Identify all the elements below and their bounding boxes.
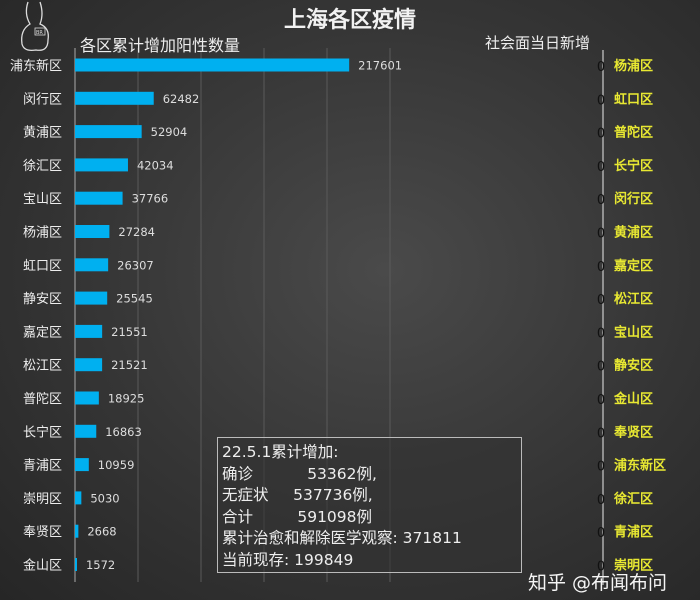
value-label: 0	[597, 493, 605, 508]
value-label: 0	[597, 526, 605, 541]
value-label: 5030	[90, 491, 119, 505]
value-label: 0	[597, 426, 605, 441]
category-label: 黄浦区	[614, 225, 653, 241]
category-label: 长宁区	[614, 158, 653, 174]
value-label: 26307	[117, 258, 154, 272]
category-label: 嘉定区	[613, 258, 653, 274]
right-chart-subtitle: 社会面当日新增	[485, 34, 591, 52]
category-label: 静安区	[23, 292, 62, 307]
value-label: 0	[597, 360, 605, 375]
summary-line: 当前现存: 199849	[222, 550, 354, 569]
category-label: 青浦区	[23, 459, 62, 474]
category-label: 浦东新区	[614, 458, 666, 474]
value-label: 21551	[111, 325, 148, 339]
bar	[75, 258, 109, 272]
category-label: 静安区	[614, 358, 653, 374]
bar	[75, 524, 79, 538]
bar	[75, 58, 350, 72]
summary-line: 累计治愈和解除医学观察: 371811	[222, 529, 462, 547]
value-label: 0	[597, 260, 605, 275]
value-label: 0	[597, 393, 605, 408]
category-label: 青浦区	[614, 524, 653, 540]
category-label: 虹口区	[23, 259, 62, 274]
summary-line: 22.5.1累计增加:	[222, 443, 339, 461]
value-label: 25545	[116, 292, 153, 306]
bar	[75, 225, 110, 238]
category-label: 闵行区	[23, 92, 62, 107]
category-label: 金山区	[23, 558, 62, 574]
logo-icon: BR	[21, 1, 49, 52]
category-label: 宝山区	[614, 324, 653, 340]
bar	[75, 558, 77, 571]
value-label: 0	[597, 460, 605, 475]
bar	[75, 125, 142, 139]
value-label: 0	[597, 60, 605, 75]
value-label: 10959	[98, 458, 135, 472]
bar	[75, 324, 103, 338]
value-label: 16863	[105, 425, 142, 439]
category-label: 奉贤区	[23, 525, 62, 540]
logo-text: BR	[36, 30, 43, 36]
bar	[75, 458, 89, 472]
category-label: 长宁区	[23, 424, 62, 440]
category-label: 徐汇区	[613, 491, 653, 507]
category-label: 嘉定区	[23, 325, 62, 340]
category-label: 虹口区	[614, 91, 653, 107]
value-label: 0	[597, 127, 605, 142]
category-label: 浦东新区	[10, 58, 62, 74]
category-label: 杨浦区	[614, 58, 653, 74]
summary-line: 无症状 537736例,	[222, 486, 373, 504]
category-label: 杨浦区	[23, 226, 62, 241]
value-label: 52904	[151, 125, 188, 139]
value-label: 18925	[108, 392, 145, 406]
watermark: 知乎 @布闻布问	[528, 572, 668, 594]
value-label: 0	[597, 293, 605, 308]
value-label: 37766	[132, 192, 169, 206]
category-label: 闵行区	[614, 191, 653, 207]
chart-title: 上海各区疫情	[283, 8, 416, 33]
value-label: 2668	[87, 525, 116, 539]
category-label: 宝山区	[23, 192, 62, 207]
bar	[75, 91, 154, 105]
bar	[75, 291, 108, 305]
bar	[75, 491, 82, 505]
value-label: 21521	[111, 358, 148, 372]
value-label: 0	[597, 326, 605, 341]
value-label: 42034	[137, 158, 174, 172]
value-label: 0	[597, 560, 605, 575]
bar	[75, 191, 123, 205]
value-label: 27284	[118, 225, 155, 239]
value-label: 217601	[358, 59, 402, 73]
category-label: 崇明区	[614, 558, 653, 574]
value-label: 0	[597, 227, 605, 242]
left-chart-subtitle: 各区累计增加阳性数量	[80, 36, 241, 55]
category-label: 崇明区	[23, 492, 62, 507]
summary-line: 确诊 53362例,	[222, 464, 377, 483]
value-label: 0	[597, 93, 605, 108]
value-label: 1572	[86, 558, 115, 572]
category-label: 金山区	[613, 391, 653, 407]
bar	[75, 424, 97, 438]
value-label: 62482	[163, 92, 200, 106]
summary-line: 合计 591098例	[222, 507, 373, 526]
value-label: 0	[597, 160, 605, 175]
category-label: 黄浦区	[23, 126, 62, 141]
category-label: 松江区	[614, 291, 653, 307]
bar	[75, 358, 103, 372]
summary-box: 22.5.1累计增加: 确诊 53362例, 无症状 537736例, 合计 5…	[217, 437, 522, 573]
bar	[75, 391, 99, 405]
category-label: 松江区	[23, 359, 62, 374]
category-label: 普陀区	[614, 125, 653, 141]
category-label: 徐汇区	[23, 159, 62, 174]
bar	[75, 158, 128, 172]
category-label: 奉贤区	[613, 424, 653, 440]
category-label: 普陀区	[23, 391, 62, 407]
value-label: 0	[597, 193, 605, 208]
